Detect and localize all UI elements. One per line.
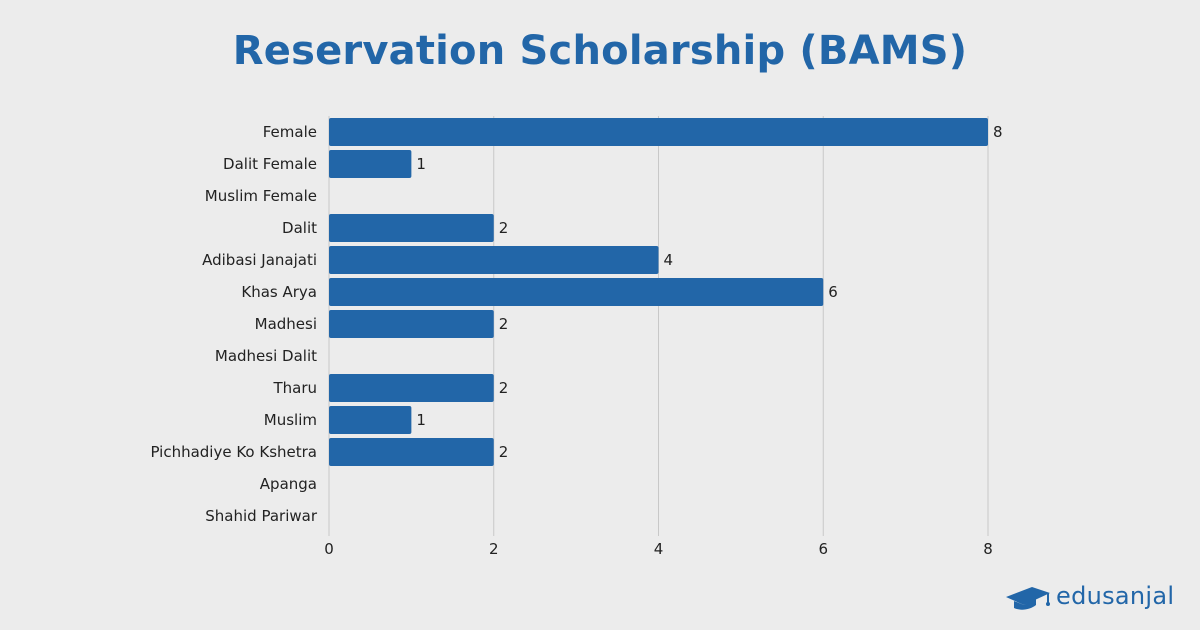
graduation-cap-icon [1006,587,1050,610]
bar[interactable] [329,246,659,274]
bar[interactable] [329,406,412,434]
bar[interactable] [329,438,494,466]
category-label: Muslim [264,411,317,429]
data-label: 4 [664,251,674,269]
category-label: Dalit [282,219,317,237]
data-label: 2 [499,219,509,237]
x-tick-label: 4 [654,540,664,558]
chart-title: Reservation Scholarship (BAMS) [232,28,968,74]
x-tick-label: 8 [983,540,993,558]
data-label: 8 [993,123,1003,141]
category-label: Dalit Female [223,155,317,173]
category-label: Shahid Pariwar [205,507,318,525]
logo-text: edusanjal [1056,582,1175,610]
bar[interactable] [329,374,494,402]
category-label: Tharu [272,379,317,397]
bar[interactable] [329,150,412,178]
data-label: 2 [499,315,509,333]
bar[interactable] [329,278,824,306]
data-label: 1 [416,155,426,173]
category-label: Apanga [260,475,317,493]
category-label: Madhesi Dalit [215,347,317,365]
edusanjal-logo[interactable]: edusanjal [1004,578,1179,614]
category-label: Female [263,123,317,141]
bar[interactable] [329,214,494,242]
category-label: Adibasi Janajati [202,251,317,269]
category-label: Pichhadiye Ko Kshetra [150,443,317,461]
data-label: 6 [828,283,838,301]
category-label: Madhesi [255,315,317,333]
bar[interactable] [329,118,988,146]
data-label: 1 [416,411,426,429]
x-tick-label: 0 [324,540,334,558]
data-label: 2 [499,379,509,397]
category-label: Khas Arya [241,283,317,301]
x-tick-label: 2 [489,540,499,558]
bar[interactable] [329,310,494,338]
x-tick-label: 6 [818,540,828,558]
category-label: Muslim Female [205,187,317,205]
data-label: 2 [499,443,509,461]
